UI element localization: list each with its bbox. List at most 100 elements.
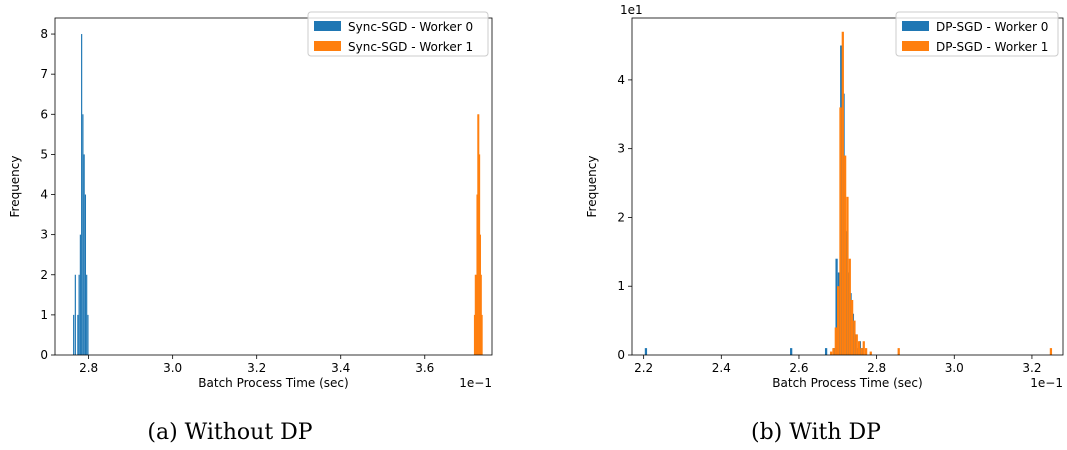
histogram-bar-worker-0 [74,274,76,355]
x-tick-label: 2.4 [712,361,731,375]
histogram-bar-worker-1 [844,155,847,355]
histogram-bar-worker-1 [478,154,481,355]
histogram-panel-b: 1e1 2.2 2.4 2.6 2.8 3.0 3.2 0 1 2 3 4 Batch Proce… [585,3,1064,445]
x-ticks: 2.8 3.0 3.2 3.4 3.6 [79,355,434,375]
histogram-bar-worker-0 [79,234,81,355]
histogram-bar-worker-1 [839,107,842,355]
x-tick-label: 2.8 [867,361,886,375]
y-tick-label: 1 [40,308,48,322]
x-ticks: 2.2 2.4 2.6 2.8 3.0 3.2 [634,355,1041,375]
histogram-bar-worker-1 [1049,348,1053,355]
histogram-bar-worker-0 [82,114,84,355]
histogram-bar-worker-1 [862,341,865,355]
axes-frame [54,17,493,356]
histogram-bar-worker-1 [869,351,872,355]
histogram-bar-worker-1 [477,114,479,355]
legend-box [895,11,1059,57]
histogram-bar-worker-1 [478,114,480,355]
legend-label-worker-1: DP-SGD - Worker 1 [936,40,1048,54]
histogram-bar-worker-0 [86,274,88,355]
histogram-bar-worker-0 [81,34,83,356]
histogram-bar-worker-1 [848,258,851,355]
histogram-bar-worker-1 [897,348,900,355]
histogram-bar-worker-0 [824,348,828,355]
histogram-bar-worker-1 [853,320,856,355]
histogram-bar-worker-1 [846,196,849,355]
figure-caption: (b) With DP [751,420,881,445]
x-tick-label: 3.4 [331,361,350,375]
histogram-bar-worker-0 [78,274,80,355]
axes-frame [631,17,1064,356]
histogram-bar-worker-1 [841,31,844,355]
histogram-bar-worker-0 [83,154,85,355]
histogram-bar-worker-1 [857,341,861,355]
histogram-bar-worker-1 [837,286,840,355]
histogram-bar-worker-0 [73,314,75,355]
x-offset-label: 1e−1 [1030,376,1063,390]
x-tick-label: 3.6 [415,361,434,375]
histogram-bar-worker-1 [474,274,476,355]
histogram-bar-worker-0 [84,194,87,355]
y-tick-label: 6 [40,107,48,121]
figure-caption: (a) Without DP [147,420,312,445]
histogram-bar-worker-1 [479,234,481,355]
histogram-bar-worker-0 [644,348,648,355]
x-tick-label: 3.0 [945,361,964,375]
x-tick-label: 2.2 [634,361,653,375]
y-axis-label: Frequency [585,156,599,218]
legend: Sync-SGD - Worker 0 Sync-SGD - Worker 1 [307,11,489,57]
histogram-bar-worker-0 [77,314,79,355]
legend: DP-SGD - Worker 0 DP-SGD - Worker 1 [895,11,1059,57]
histogram-bar-worker-1 [860,348,863,355]
legend-swatch-worker-1 [314,41,341,51]
histogram-bar-worker-1 [480,274,482,355]
y-tick-label: 3 [617,142,625,156]
x-tick-label: 2.6 [789,361,808,375]
histogram-bar-worker-0 [790,348,793,355]
x-tick-label: 3.2 [247,361,266,375]
histogram-bars [73,34,483,356]
histogram-bar-worker-1 [832,348,835,355]
histogram-bar-worker-1 [473,314,476,355]
y-tick-label: 3 [40,228,48,242]
histogram-bar-worker-1 [850,299,854,355]
histogram-bars [644,31,1053,356]
y-tick-label: 5 [40,147,48,161]
histogram-bar-worker-1 [830,351,833,355]
histogram-bar-worker-1 [475,274,477,355]
x-axis-label: Batch Process Time (sec) [198,376,348,390]
x-tick-label: 2.8 [79,361,98,375]
histogram-bar-worker-0 [835,258,838,355]
legend-box [307,11,489,57]
x-tick-label: 3.2 [1022,361,1041,375]
y-ticks: 0 1 2 3 4 [617,73,632,362]
legend-swatch-worker-0 [314,21,341,31]
y-tick-label: 1 [617,279,625,293]
legend-label-worker-1: Sync-SGD - Worker 1 [348,40,473,54]
histogram-bar-worker-0 [87,314,89,355]
histogram-bar-worker-1 [481,314,483,355]
legend-label-worker-0: Sync-SGD - Worker 0 [348,20,473,34]
x-offset-label: 1e−1 [459,376,492,390]
histogram-bar-worker-1 [864,348,868,355]
y-tick-label: 2 [617,210,625,224]
y-tick-label: 4 [40,188,48,202]
legend-swatch-worker-1 [902,41,929,51]
histogram-bar-worker-1 [476,194,478,355]
x-tick-label: 3.0 [163,361,182,375]
x-axis-label: Batch Process Time (sec) [772,376,922,390]
y-tick-label: 2 [40,268,48,282]
y-tick-label: 0 [40,348,48,362]
y-tick-label: 4 [617,73,625,87]
y-offset-label: 1e1 [620,3,643,17]
y-axis-label: Frequency [8,156,22,218]
legend-label-worker-0: DP-SGD - Worker 0 [936,20,1048,34]
y-ticks: 0 1 2 3 4 5 6 7 8 [40,27,55,362]
y-tick-label: 7 [40,67,48,81]
legend-swatch-worker-0 [902,21,929,31]
histogram-panel-a: 2.8 3.0 3.2 3.4 3.6 0 1 2 3 4 5 6 7 8 Batch Process … [8,11,493,445]
y-tick-label: 8 [40,27,48,41]
histogram-bar-worker-1 [855,334,858,355]
histogram-bar-worker-1 [834,327,837,355]
